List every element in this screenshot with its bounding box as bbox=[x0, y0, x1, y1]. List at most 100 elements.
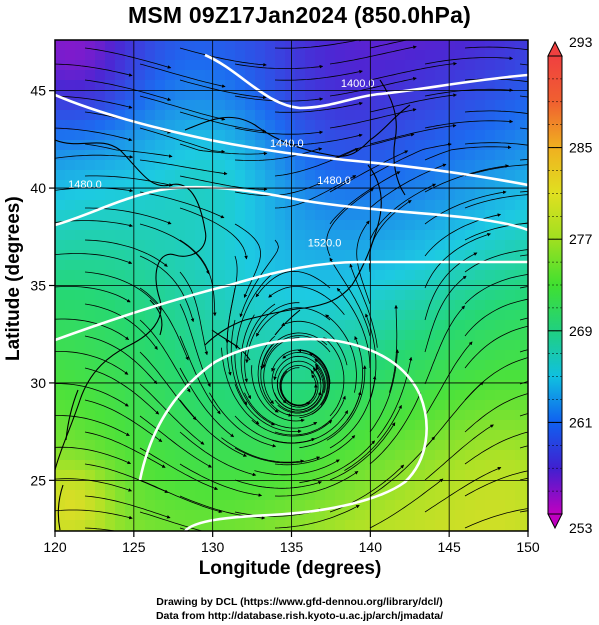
streamline bbox=[329, 422, 396, 481]
streamline bbox=[257, 335, 279, 413]
streamline bbox=[179, 239, 217, 317]
streamline bbox=[464, 431, 528, 465]
streamline bbox=[329, 375, 377, 449]
streamline bbox=[273, 355, 326, 393]
streamline bbox=[274, 133, 363, 145]
streamline bbox=[368, 200, 412, 273]
streamline bbox=[234, 447, 321, 464]
streamline bbox=[560, 432, 599, 437]
streamline bbox=[464, 393, 528, 433]
x-tick-label: 120 bbox=[43, 539, 67, 555]
streamline bbox=[55, 220, 133, 228]
streamline bbox=[84, 399, 163, 442]
y-tick-label: 30 bbox=[30, 375, 46, 391]
streamline bbox=[560, 208, 599, 215]
streamline bbox=[251, 365, 305, 423]
streamline bbox=[325, 314, 357, 393]
streamline bbox=[464, 249, 528, 273]
streamline bbox=[424, 252, 478, 321]
streamline bbox=[274, 148, 359, 177]
streamline bbox=[424, 467, 502, 513]
x-axis-ticks: 120 125 130 135 140 145 150 bbox=[43, 531, 540, 555]
streamline bbox=[84, 335, 158, 385]
streamline bbox=[282, 351, 329, 406]
streamline bbox=[234, 271, 276, 349]
streamline bbox=[84, 527, 118, 531]
contour-label: 1400.0 bbox=[341, 78, 375, 90]
streamline bbox=[139, 319, 191, 393]
streamline bbox=[424, 232, 491, 289]
streamline bbox=[139, 255, 195, 323]
streamline bbox=[424, 341, 473, 417]
streamline bbox=[424, 119, 514, 129]
streamline bbox=[369, 478, 444, 529]
streamline bbox=[274, 366, 324, 413]
streamline bbox=[260, 332, 328, 370]
streamline bbox=[179, 111, 267, 133]
streamline bbox=[274, 367, 322, 411]
streamline bbox=[424, 424, 494, 481]
streamline bbox=[84, 271, 162, 311]
streamline bbox=[424, 88, 514, 97]
streamline bbox=[560, 272, 599, 278]
streamline bbox=[464, 298, 528, 337]
y-tick-label: 45 bbox=[30, 83, 46, 99]
streamline bbox=[464, 325, 528, 369]
x-tick-label: 135 bbox=[280, 539, 304, 555]
streamline bbox=[560, 48, 599, 71]
streamline bbox=[139, 383, 205, 445]
streamline bbox=[55, 383, 129, 407]
y-tick-label: 40 bbox=[30, 180, 46, 196]
streamline bbox=[55, 253, 133, 265]
streamline bbox=[369, 183, 437, 241]
streamline bbox=[139, 351, 197, 421]
streamline bbox=[139, 415, 212, 468]
streamline bbox=[299, 352, 330, 419]
streamline bbox=[464, 110, 528, 115]
streamline bbox=[424, 275, 467, 353]
streamline bbox=[336, 287, 371, 369]
streamline bbox=[139, 447, 219, 490]
streamline bbox=[179, 143, 268, 156]
streamline bbox=[221, 347, 260, 425]
streamline bbox=[280, 367, 318, 406]
streamline bbox=[299, 391, 362, 449]
streamline bbox=[286, 358, 328, 417]
streamline bbox=[369, 61, 457, 81]
colorbar-label: 277 bbox=[569, 231, 593, 247]
streamline bbox=[179, 431, 257, 477]
streamline bbox=[55, 63, 133, 77]
streamline bbox=[376, 356, 413, 438]
colorbar-label: 253 bbox=[569, 520, 593, 536]
colorbar-label: 269 bbox=[569, 323, 593, 339]
streamline bbox=[329, 150, 409, 193]
streamline bbox=[389, 304, 398, 393]
streamline bbox=[276, 360, 322, 404]
streamline bbox=[274, 435, 356, 466]
streamline bbox=[260, 344, 293, 417]
streamline bbox=[244, 392, 318, 429]
x-tick-label: 140 bbox=[359, 539, 383, 555]
streamline bbox=[329, 171, 401, 225]
colorbar-scale bbox=[547, 55, 563, 515]
streamline bbox=[268, 286, 345, 315]
streamline bbox=[329, 77, 417, 97]
x-tick-label: 125 bbox=[122, 539, 146, 555]
streamline bbox=[55, 351, 129, 375]
streamline bbox=[464, 194, 528, 209]
streamline bbox=[369, 93, 457, 113]
streamline bbox=[139, 479, 223, 513]
temperature-field bbox=[55, 40, 528, 531]
streamline bbox=[464, 470, 528, 497]
streamline bbox=[326, 188, 374, 257]
streamline bbox=[464, 142, 528, 146]
streamline bbox=[560, 80, 599, 103]
streamline bbox=[234, 223, 262, 298]
geopotential-contours bbox=[55, 53, 528, 531]
contour-label: 1480.0 bbox=[68, 179, 102, 191]
streamline bbox=[234, 351, 275, 426]
streamline bbox=[84, 175, 173, 187]
streamline bbox=[55, 154, 134, 159]
colorbar-max-arrow bbox=[547, 40, 563, 57]
contour-label: 1520.0 bbox=[308, 238, 342, 250]
